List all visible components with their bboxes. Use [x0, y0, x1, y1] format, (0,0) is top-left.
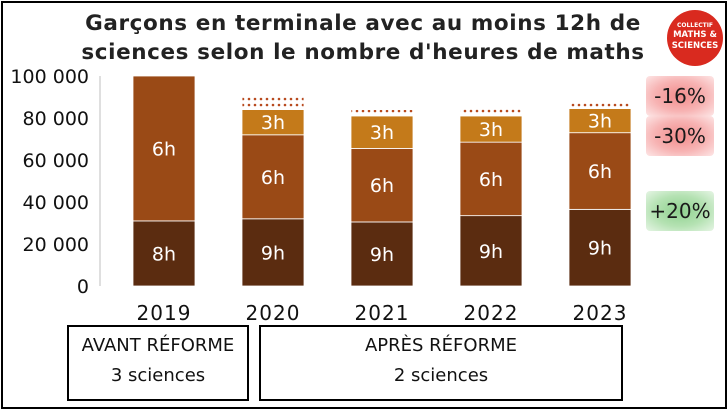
bar-2021-segment-2	[350, 148, 414, 223]
bar-2022-segment-1	[459, 215, 523, 287]
x-tick-label-2020: 2020	[246, 301, 301, 325]
bar-label-2021-3h: 3h	[370, 122, 394, 144]
y-tick-label: 0	[77, 276, 89, 298]
bar-2023-segment-4	[568, 100, 632, 109]
bar-label-2022-6h: 6h	[479, 169, 503, 191]
period-before-line2: 3 sciences	[110, 365, 206, 386]
logo-text-3: SCIENCES	[671, 41, 719, 51]
annotation-badge-middle: -30%	[646, 116, 714, 156]
bar-2021-segment-4	[350, 109, 414, 117]
period-after-line1: APRÈS RÉFORME	[364, 335, 517, 356]
bar-label-2023-9h: 9h	[588, 238, 612, 260]
bar-label-2021-6h: 6h	[370, 175, 394, 197]
x-tick-label-2019: 2019	[137, 301, 192, 325]
period-box-before: AVANT RÉFORME 3 sciences	[67, 325, 249, 401]
bar-2020-segment-1	[241, 218, 305, 287]
bar-2022-segment-3	[459, 115, 523, 143]
y-tick-label: 100 000	[10, 66, 89, 88]
bar-label-2019-6h: 6h	[152, 138, 176, 160]
chart-title-line-1: Garçons en terminale avec au moins 12h d…	[85, 11, 641, 36]
annotation-badge-bottom: +20%	[646, 191, 714, 231]
bar-label-2021-9h: 9h	[370, 244, 394, 266]
bar-2020-segment-4	[241, 96, 305, 110]
bar-label-2022-9h: 9h	[479, 241, 503, 263]
bar-2020-segment-3	[241, 109, 305, 136]
bar-label-2023-3h: 3h	[588, 111, 612, 133]
period-box-after: APRÈS RÉFORME 2 sciences	[259, 325, 623, 401]
bar-label-2023-6h: 6h	[588, 161, 612, 183]
y-tick-label: 40 000	[23, 192, 89, 214]
chart-title-line-2: sciences selon le nombre d'heures de mat…	[81, 40, 645, 65]
bar-2023-segment-1	[568, 208, 632, 287]
bar-label-2022-3h: 3h	[479, 119, 503, 141]
y-tick-label: 60 000	[23, 150, 89, 172]
y-tick-label: 20 000	[23, 234, 89, 256]
bar-label-2019-8h: 8h	[152, 243, 176, 265]
bar-2021-segment-1	[350, 221, 414, 287]
bar-label-2020-3h: 3h	[261, 112, 285, 134]
x-tick-label-2021: 2021	[355, 301, 410, 325]
period-before-line1: AVANT RÉFORME	[81, 335, 235, 356]
bar-2022-segment-4	[459, 107, 523, 117]
x-tick-label-2023: 2023	[573, 301, 628, 325]
annotation-badge-top: -16%	[646, 76, 714, 116]
bar-2021-segment-3	[350, 115, 414, 149]
y-tick-label: 80 000	[23, 108, 89, 130]
bar-2019-segment-2	[132, 75, 196, 222]
bar-2020-segment-2	[241, 134, 305, 220]
bar-2022-segment-2	[459, 141, 523, 217]
x-tick-label-2022: 2022	[464, 301, 519, 325]
logo-text-2: MATHS &	[673, 30, 717, 40]
bar-2019-segment-1	[132, 220, 196, 287]
logo-text-1: COLLECTIF	[676, 22, 714, 29]
bar-label-2020-9h: 9h	[261, 242, 285, 264]
period-after-line2: 2 sciences	[393, 365, 489, 386]
collectif-logo: COLLECTIF MATHS & SCIENCES	[667, 10, 723, 66]
bar-label-2020-6h: 6h	[261, 167, 285, 189]
